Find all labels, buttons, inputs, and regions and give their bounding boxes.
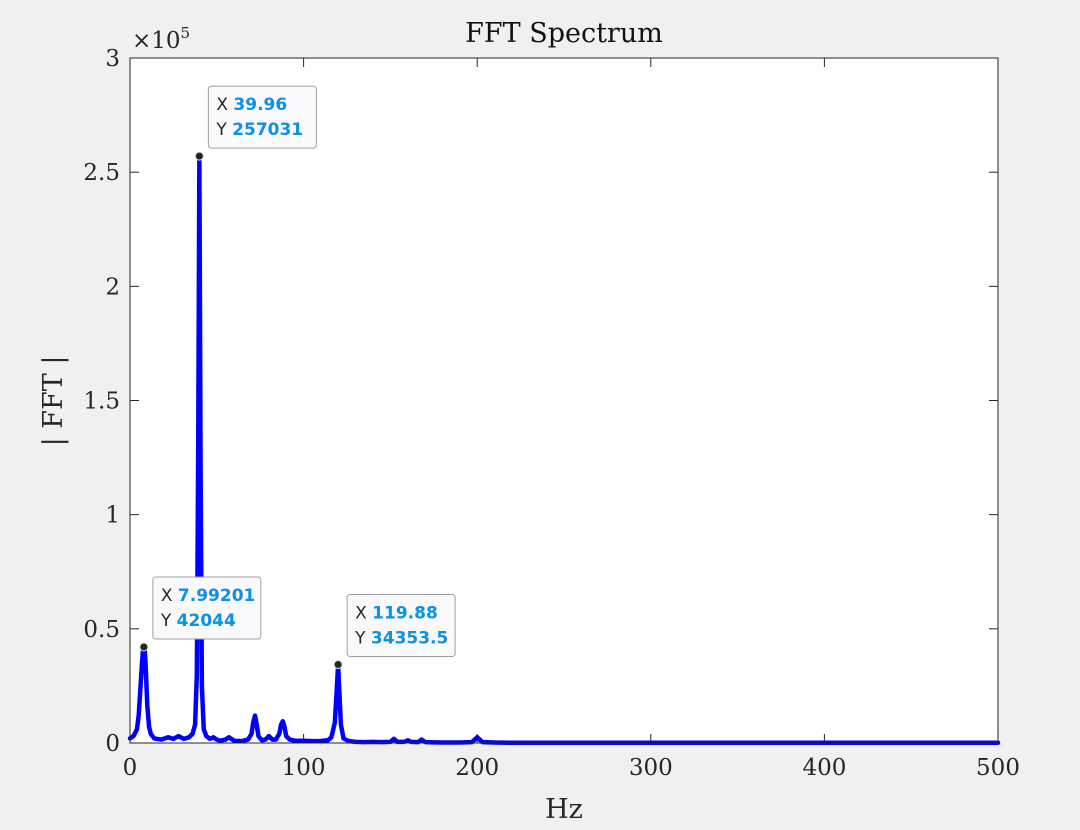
- y-axis-label: | FFT |: [38, 356, 69, 447]
- data-tip-y-key: Y: [160, 611, 177, 631]
- data-tip-x-row: X 119.88: [355, 604, 438, 624]
- data-tip-x-key: X: [355, 604, 372, 624]
- data-tip[interactable]: X 119.88Y 34353.5: [333, 594, 456, 670]
- plot-area: [130, 58, 998, 743]
- y-tick-label: 1.5: [83, 389, 120, 415]
- y-tick-label: 2.5: [83, 160, 120, 186]
- x-tick-label: 200: [455, 755, 499, 781]
- x-tick-label: 300: [629, 755, 673, 781]
- data-tip-y-row: Y 42044: [160, 611, 236, 631]
- data-tip[interactable]: X 39.96Y 257031: [194, 85, 317, 161]
- data-tip-box: [207, 85, 317, 149]
- x-tick-label: 400: [802, 755, 846, 781]
- y-tick-label: 0.5: [83, 617, 120, 643]
- x-tick-label: 100: [282, 755, 326, 781]
- data-tip-x-row: X 39.96: [216, 95, 287, 115]
- data-tip-x-row: X 7.99201: [161, 586, 256, 606]
- y-tick-label: 3: [105, 46, 120, 72]
- data-tip-marker[interactable]: [194, 151, 204, 161]
- data-tip-y-value: 42044: [177, 611, 236, 631]
- y-exponent-base: ×10: [132, 28, 181, 54]
- chart-title: FFT Spectrum: [465, 18, 663, 49]
- y-tick-label: 2: [105, 274, 120, 300]
- data-tip-x-value: 119.88: [372, 604, 438, 624]
- data-tip-box: [152, 576, 262, 640]
- data-tip-y-row: Y 34353.5: [354, 629, 448, 649]
- data-tip-y-row: Y 257031: [215, 120, 303, 140]
- data-tip-y-key: Y: [354, 629, 371, 649]
- x-tick-label: 0: [123, 755, 138, 781]
- data-tip-x-value: 39.96: [233, 95, 287, 115]
- y-exponent-power: 5: [181, 24, 191, 42]
- x-axis-label: Hz: [545, 794, 583, 825]
- y-exponent-label: ×105: [132, 24, 190, 54]
- data-tip-x-value: 7.99201: [178, 586, 255, 606]
- data-tip-y-value: 257031: [232, 120, 303, 140]
- y-tick-label: 0: [105, 731, 120, 757]
- plot-frame: [129, 57, 999, 744]
- data-tip-box: [346, 594, 456, 658]
- data-tip-x-key: X: [161, 586, 178, 606]
- data-tip-y-key: Y: [215, 120, 232, 140]
- data-tip-marker[interactable]: [139, 642, 149, 652]
- spectrum-line: [127, 153, 1001, 746]
- y-tick-label: 1: [105, 503, 120, 529]
- data-tip-y-value: 34353.5: [371, 629, 448, 649]
- data-tip-x-key: X: [216, 95, 233, 115]
- data-tip-marker[interactable]: [333, 660, 343, 670]
- x-tick-label: 500: [976, 755, 1020, 781]
